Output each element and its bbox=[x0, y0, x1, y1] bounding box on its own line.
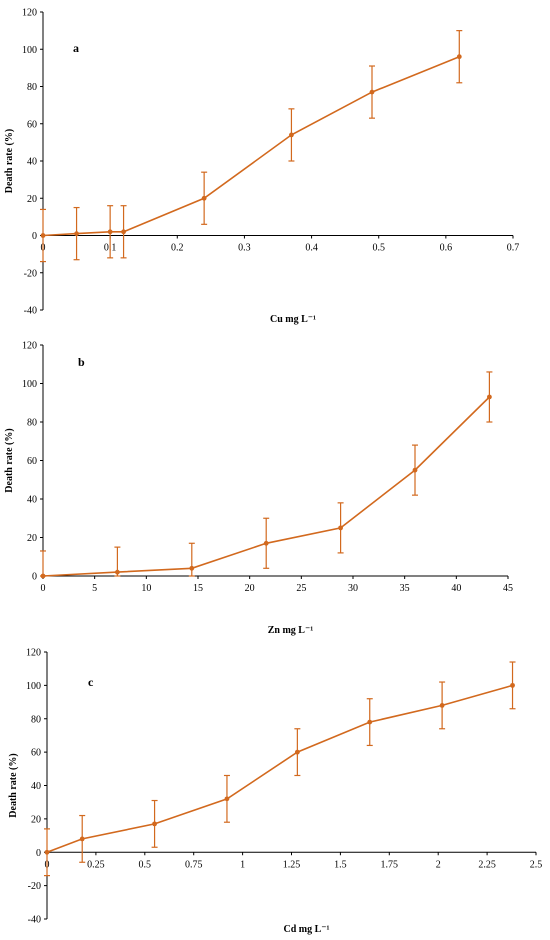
y-tick-label: 60 bbox=[27, 119, 37, 130]
data-point bbox=[263, 540, 269, 546]
x-axis-title: Zn mg L⁻¹ bbox=[268, 625, 314, 636]
y-axis-title: Death rate (%) bbox=[4, 129, 15, 193]
x-tick-label: 2.25 bbox=[478, 859, 496, 870]
series-line bbox=[42, 55, 460, 237]
y-tick-label: 60 bbox=[27, 456, 37, 467]
y-tick-label: 120 bbox=[22, 341, 37, 352]
data-point bbox=[74, 231, 79, 237]
x-tick-label: 0.7 bbox=[507, 243, 520, 254]
x-tick-label: 1.5 bbox=[334, 859, 347, 870]
x-tick-label: 0.6 bbox=[440, 243, 453, 254]
data-point bbox=[369, 89, 375, 95]
x-tick-label: 0.5 bbox=[372, 243, 385, 254]
y-tick-label: 0 bbox=[32, 231, 37, 242]
data-point bbox=[439, 703, 445, 708]
data-point bbox=[121, 229, 126, 235]
x-tick-label: 45 bbox=[503, 583, 513, 594]
x-tick-label: 25 bbox=[296, 583, 306, 594]
data-point bbox=[189, 565, 195, 571]
y-tick-label: 0 bbox=[32, 572, 37, 583]
data-point bbox=[338, 525, 343, 531]
y-tick-label: 40 bbox=[27, 157, 37, 168]
y-tick-label: 20 bbox=[27, 533, 37, 544]
x-tick-label: 20 bbox=[245, 583, 255, 594]
x-tick-label: 0 bbox=[41, 583, 46, 594]
x-tick-label: 0.5 bbox=[139, 859, 152, 870]
x-tick-label: 5 bbox=[92, 583, 97, 594]
y-tick-label: 0 bbox=[36, 848, 41, 859]
chart-panel-b: 0 20 40 60 80 100 120 0 5 10 15 20 25 30 35 40 45 Zn mg L… bbox=[4, 341, 513, 637]
data-point bbox=[201, 195, 207, 201]
x-tick-label: 1.25 bbox=[283, 859, 301, 870]
data-point bbox=[367, 719, 373, 725]
data-point bbox=[224, 796, 230, 802]
y-tick-label: 20 bbox=[27, 194, 37, 205]
y-tick-label: -40 bbox=[28, 915, 41, 926]
y-tick-label: 40 bbox=[31, 781, 41, 792]
data-point bbox=[40, 573, 46, 579]
data-point bbox=[487, 394, 492, 400]
x-tick-label: 30 bbox=[348, 583, 358, 594]
chart-panel-c: -40-2002040608010012000.250.50.7511.251.… bbox=[8, 648, 542, 936]
x-tick-label: 1 bbox=[240, 859, 245, 870]
y-tick-label: -20 bbox=[28, 881, 41, 892]
y-axis-title: Death rate (%) bbox=[4, 428, 15, 492]
x-axis-title: Cu mg L⁻¹ bbox=[270, 314, 316, 325]
y-tick-label: -40 bbox=[24, 306, 37, 317]
chart-panel-a: -40-2002040608010012000.10.20.30.40.50.6… bbox=[4, 8, 519, 326]
x-tick-label: 35 bbox=[400, 583, 410, 594]
panel-letter: a bbox=[73, 41, 79, 55]
data-point bbox=[289, 132, 294, 138]
y-tick-label: 40 bbox=[27, 495, 37, 506]
y-tick-label: 100 bbox=[22, 45, 37, 56]
y-tick-label: 120 bbox=[22, 8, 37, 19]
panel-letter: c bbox=[88, 675, 94, 689]
data-point bbox=[456, 54, 462, 60]
y-tick-label: 60 bbox=[31, 748, 41, 759]
data-point bbox=[152, 821, 157, 827]
data-point bbox=[510, 682, 515, 688]
panel-letter: b bbox=[78, 355, 85, 369]
x-tick-label: 1.75 bbox=[381, 859, 399, 870]
data-point bbox=[107, 229, 113, 235]
x-tick-label: 0.2 bbox=[171, 243, 184, 254]
x-tick-label: 10 bbox=[141, 583, 151, 594]
x-tick-label: 0.4 bbox=[305, 243, 318, 254]
y-tick-label: 100 bbox=[26, 681, 41, 692]
data-point bbox=[79, 836, 85, 842]
y-tick-label: 80 bbox=[31, 714, 41, 725]
data-point bbox=[40, 233, 46, 238]
x-tick-label: 2.5 bbox=[530, 859, 543, 870]
x-axis-title: Cd mg L⁻¹ bbox=[283, 924, 329, 935]
series-line bbox=[46, 684, 513, 854]
y-tick-label: 20 bbox=[31, 814, 41, 825]
y-tick-label: 80 bbox=[27, 82, 37, 93]
x-tick-label: 2 bbox=[436, 859, 441, 870]
data-point bbox=[115, 569, 120, 575]
data-point bbox=[412, 467, 418, 473]
data-point bbox=[44, 849, 50, 855]
x-tick-label: 0.25 bbox=[87, 859, 105, 870]
x-tick-label: 40 bbox=[451, 583, 461, 594]
data-point bbox=[294, 749, 300, 755]
x-tick-label: 15 bbox=[193, 583, 203, 594]
y-tick-label: -20 bbox=[24, 268, 37, 279]
x-tick-label: 0.75 bbox=[185, 859, 203, 870]
y-tick-label: 120 bbox=[26, 648, 41, 659]
y-tick-label: 80 bbox=[27, 418, 37, 429]
y-axis-title: Death rate (%) bbox=[8, 753, 19, 817]
y-tick-label: 100 bbox=[22, 379, 37, 390]
x-tick-label: 0.3 bbox=[238, 243, 251, 254]
